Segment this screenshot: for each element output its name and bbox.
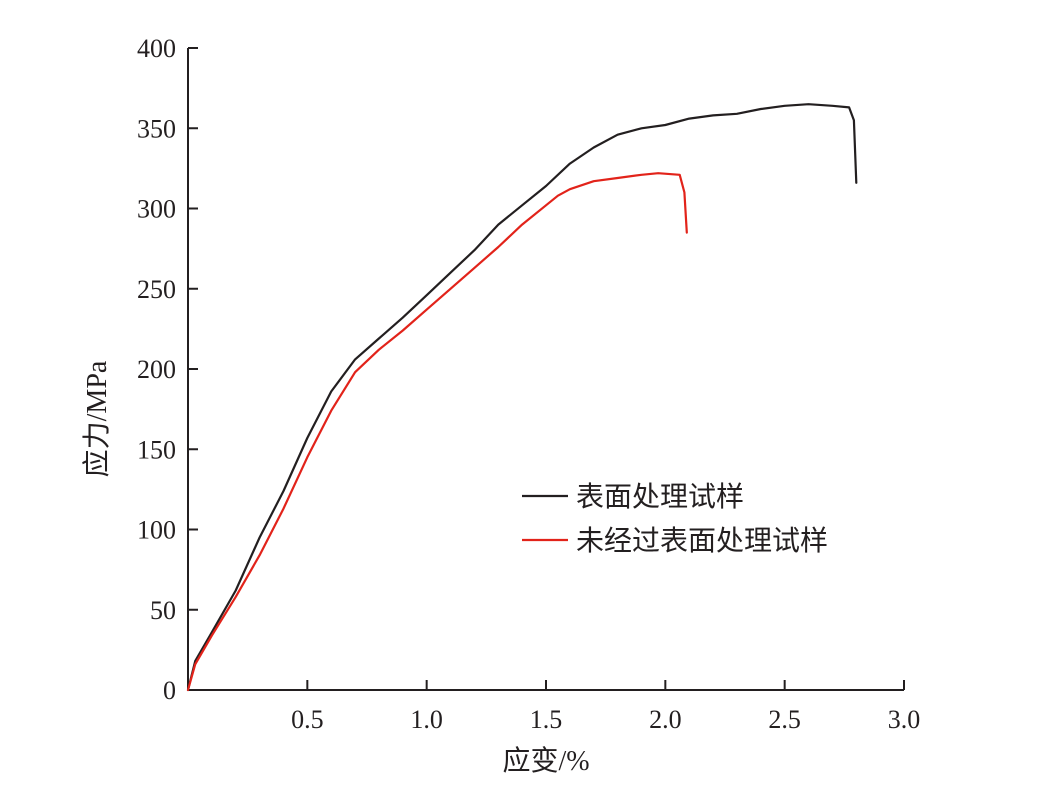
x-tick-label: 0.5	[291, 705, 324, 734]
legend-label-1: 表面处理试样	[576, 481, 744, 513]
axes: 0 50 100 150 200 250 300 350 400 0.5 1.0 1.5 2.0 2.5 3…	[137, 34, 920, 734]
y-tick-label: 0	[163, 676, 176, 705]
y-axis-title: 应力/MPa	[81, 360, 113, 477]
x-tick-label: 2.5	[768, 705, 801, 734]
y-tick-label: 100	[137, 516, 176, 545]
y-tick-label: 150	[137, 435, 176, 464]
legend-label-2: 未经过表面处理试样	[576, 525, 828, 557]
y-tick-label: 200	[137, 355, 176, 384]
y-tick-label: 300	[137, 195, 176, 224]
x-axis-title: 应变/%	[502, 745, 589, 777]
x-tick-label: 1.5	[530, 705, 563, 734]
y-tick-label: 250	[137, 275, 176, 304]
x-tick-label: 1.0	[410, 705, 443, 734]
series-line-2	[186, 172, 688, 692]
series-line-1	[186, 103, 858, 692]
y-tick-label: 50	[150, 596, 176, 625]
series-lines	[186, 103, 858, 692]
x-tick-label: 2.0	[649, 705, 682, 734]
y-tick-label: 400	[137, 34, 176, 63]
y-tick-label: 350	[137, 114, 176, 143]
x-tick-label: 3.0	[888, 705, 921, 734]
